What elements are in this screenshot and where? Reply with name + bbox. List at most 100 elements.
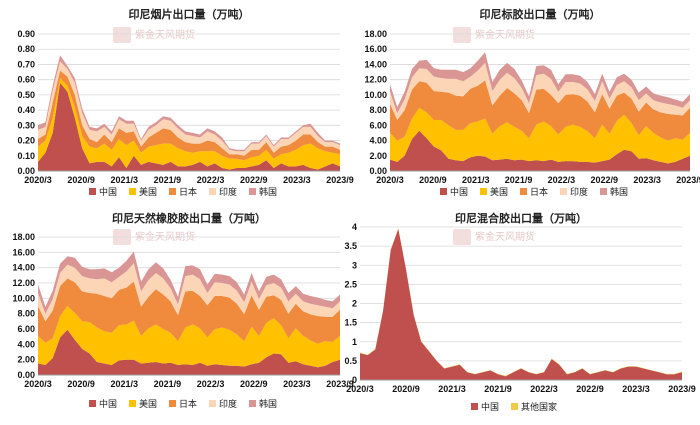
chart-panel-natural-rubber: 印尼天然橡胶胶出口量（万吨） 紫金天风期货 0.00 2.00 4.00 6.00 8.00… [0, 210, 353, 425]
y-tick-label: 0.30 [17, 120, 35, 130]
x-tick-label: 2022/9 [576, 384, 604, 394]
y-tick-label: 1.5 [344, 318, 357, 328]
legend-swatch [471, 403, 478, 410]
legend-label: 中国 [99, 186, 117, 198]
legend: 中国 美国 日本 印度 韩国 [440, 186, 628, 198]
y-tick-label: 0.00 [17, 370, 35, 380]
y-tick-label: 4 [352, 222, 357, 232]
legend-label: 日本 [179, 398, 197, 410]
chart-standard-rubber-export: 印尼标胶出口量（万吨） 紫金天风期货 0.00 2.00 4.00 6.00 8.00 10.… [364, 7, 700, 198]
x-tick-label: 2020/9 [419, 175, 447, 185]
x-tick-label: 2020/3 [376, 175, 404, 185]
watermark-logo [113, 27, 131, 43]
x-tick-label: 2022/3 [530, 384, 558, 394]
legend-label: 美国 [139, 186, 157, 198]
series-area-美国 [38, 306, 340, 368]
x-tick-label: 2023/3 [633, 175, 661, 185]
legend-label: 美国 [490, 186, 508, 198]
chart-title: 印尼标胶出口量（万吨） [480, 7, 601, 21]
series-area-日本 [38, 70, 340, 161]
watermark: 紫金天风期货 [453, 27, 535, 43]
x-tick-label: 2020/3 [24, 379, 52, 389]
legend-swatch [169, 400, 176, 407]
y-tick-label: 4.00 [369, 136, 387, 146]
x-tick-label: 2023/3 [283, 379, 311, 389]
legend-swatch [209, 188, 216, 195]
legend-label: 中国 [450, 186, 468, 198]
y-tick-label: 2 [352, 299, 357, 309]
y-tick-label: 16.00 [364, 44, 387, 54]
legend-swatch [129, 188, 136, 195]
legend-swatch [89, 400, 96, 407]
series-areas [360, 228, 682, 380]
legend-swatch [560, 188, 567, 195]
x-tick-label: 2023/9 [668, 384, 696, 394]
legend-swatch [249, 188, 256, 195]
y-tick-label: 2.5 [344, 279, 357, 289]
series-area-韩国 [38, 251, 340, 314]
legend-swatch [89, 188, 96, 195]
chart-title: 印尼天然橡胶胶出口量（万吨） [112, 211, 266, 225]
y-tick-label: 12.00 [364, 75, 387, 85]
y-tick-label: 8.00 [369, 105, 387, 115]
y-tick-label: 10.00 [364, 90, 387, 100]
y-tick-label: 0.60 [17, 75, 35, 85]
chart-panel-standard-rubber: 印尼标胶出口量（万吨） 紫金天风期货 0.00 2.00 4.00 6.00 8.00 10.… [350, 0, 700, 210]
series-areas [38, 251, 340, 375]
series-area-中国 [390, 130, 690, 171]
y-tick-label: 0.40 [17, 105, 35, 115]
y-tick-label: 0.00 [369, 166, 387, 176]
legend: 中国 美国 日本 印度 韩国 [89, 398, 277, 410]
y-tick-label: 10.00 [12, 293, 35, 303]
y-tick-label: 6.00 [17, 324, 35, 334]
watermark: 紫金天风期货 [453, 229, 535, 245]
legend-swatch [209, 400, 216, 407]
legend-label: 中国 [481, 401, 499, 413]
x-tick-label: 2020/9 [392, 384, 420, 394]
y-tick-label: 14.00 [364, 59, 387, 69]
x-tick-label: 2021/9 [154, 379, 182, 389]
x-tick-label: 2023/9 [326, 175, 354, 185]
x-tick-label: 2020/9 [67, 175, 95, 185]
y-tick-label: 3 [352, 260, 357, 270]
y-tick-label: 0.20 [17, 136, 35, 146]
chart-natural-rubber-export: 印尼天然橡胶胶出口量（万吨） 紫金天风期货 0.00 2.00 4.00 6.00 8.00… [12, 211, 353, 410]
series-area-日本 [38, 278, 340, 344]
legend-label: 中国 [99, 398, 117, 410]
chart-panel-smoked-sheet: 印尼烟片出口量（万吨） 紫金天风期货 0.00 0.10 0.20 0.30 0.40 0.5… [0, 0, 353, 210]
x-tick-label: 2023/3 [283, 175, 311, 185]
watermark-logo [453, 27, 471, 43]
legend-swatch [249, 400, 256, 407]
x-tick-label: 2022/9 [591, 175, 619, 185]
y-tick-label: 18.00 [12, 232, 35, 242]
legend-label: 其他国家 [521, 401, 557, 413]
legend-label: 印度 [570, 186, 588, 198]
legend: 中国 美国 日本 印度 韩国 [89, 186, 277, 198]
y-tick-label: 0.50 [17, 90, 35, 100]
x-tick-label: 2023/3 [622, 384, 650, 394]
x-tick-label: 2023/9 [676, 175, 700, 185]
legend-label: 韩国 [259, 186, 277, 198]
chart-panel-mixed-rubber: 印尼混合胶出口量（万吨） 紫金天风期货 0 0.5 1 1.5 2 2.5 3 3.5 4 2020/… [344, 210, 700, 425]
x-tick-label: 2021/9 [154, 175, 182, 185]
y-tick-label: 4.00 [17, 339, 35, 349]
x-tick-label: 2021/3 [111, 175, 139, 185]
y-tick-label: 0.70 [17, 59, 35, 69]
series-area-中国 [38, 82, 340, 171]
x-tick-label: 2020/3 [24, 175, 52, 185]
x-tick-label: 2022/9 [240, 175, 268, 185]
y-tick-label: 2.00 [17, 355, 35, 365]
series-areas [390, 52, 690, 171]
chart-title: 印尼混合胶出口量（万吨） [455, 211, 587, 225]
x-tick-label: 2021/3 [111, 379, 139, 389]
y-tick-label: 14.00 [12, 263, 35, 273]
series-areas [38, 55, 340, 171]
series-area-印度 [38, 61, 340, 156]
y-tick-label: 1 [352, 337, 357, 347]
legend-label: 日本 [179, 186, 197, 198]
x-tick-label: 2020/3 [346, 384, 374, 394]
y-tick-label: 0.80 [17, 44, 35, 54]
legend-swatch [440, 188, 447, 195]
y-tick-label: 0.10 [17, 151, 35, 161]
